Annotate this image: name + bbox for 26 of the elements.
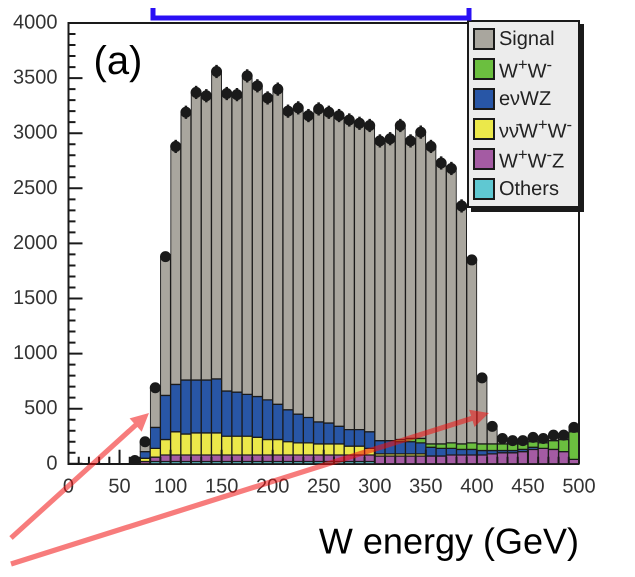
legend-label: eνWZ [498,88,552,110]
y-tick-label: 3000 [12,122,58,144]
x-tick-label: 300 [358,475,392,498]
x-tick-label: 150 [204,475,238,498]
x-tick-label: 500 [562,475,596,498]
y-tick-label: 3500 [12,66,58,89]
x-tick-label: 350 [409,475,443,498]
y-tick-label: 1500 [12,287,58,310]
legend-label: Signal [498,28,555,50]
x-tick-label: 100 [154,475,188,498]
y-tick-label: 4000 [12,12,58,34]
x-tick-label: 50 [108,475,131,498]
legend-label: νν̄W$^{+}$W$^{-}$ [498,114,572,144]
annotation: (a) [93,39,142,84]
y-tick-label: 500 [24,397,58,420]
legend-label: W$^{+}$W$^{-}$ [498,54,552,84]
x-tick-label: 400 [460,475,494,498]
x-axis-title: W energy (GeV) [318,520,579,562]
y-tick-label: 1000 [12,342,58,364]
x-tick-label: 450 [511,475,545,498]
y-tick-label: 0 [46,452,58,474]
x-tick-label: 250 [307,475,340,498]
y-tick-label: 2500 [12,176,58,199]
legend-label: W$^{+}$W$^{-}$Z [498,144,564,174]
legend-label: Others [498,178,559,200]
y-tick-label: 2000 [12,232,58,254]
